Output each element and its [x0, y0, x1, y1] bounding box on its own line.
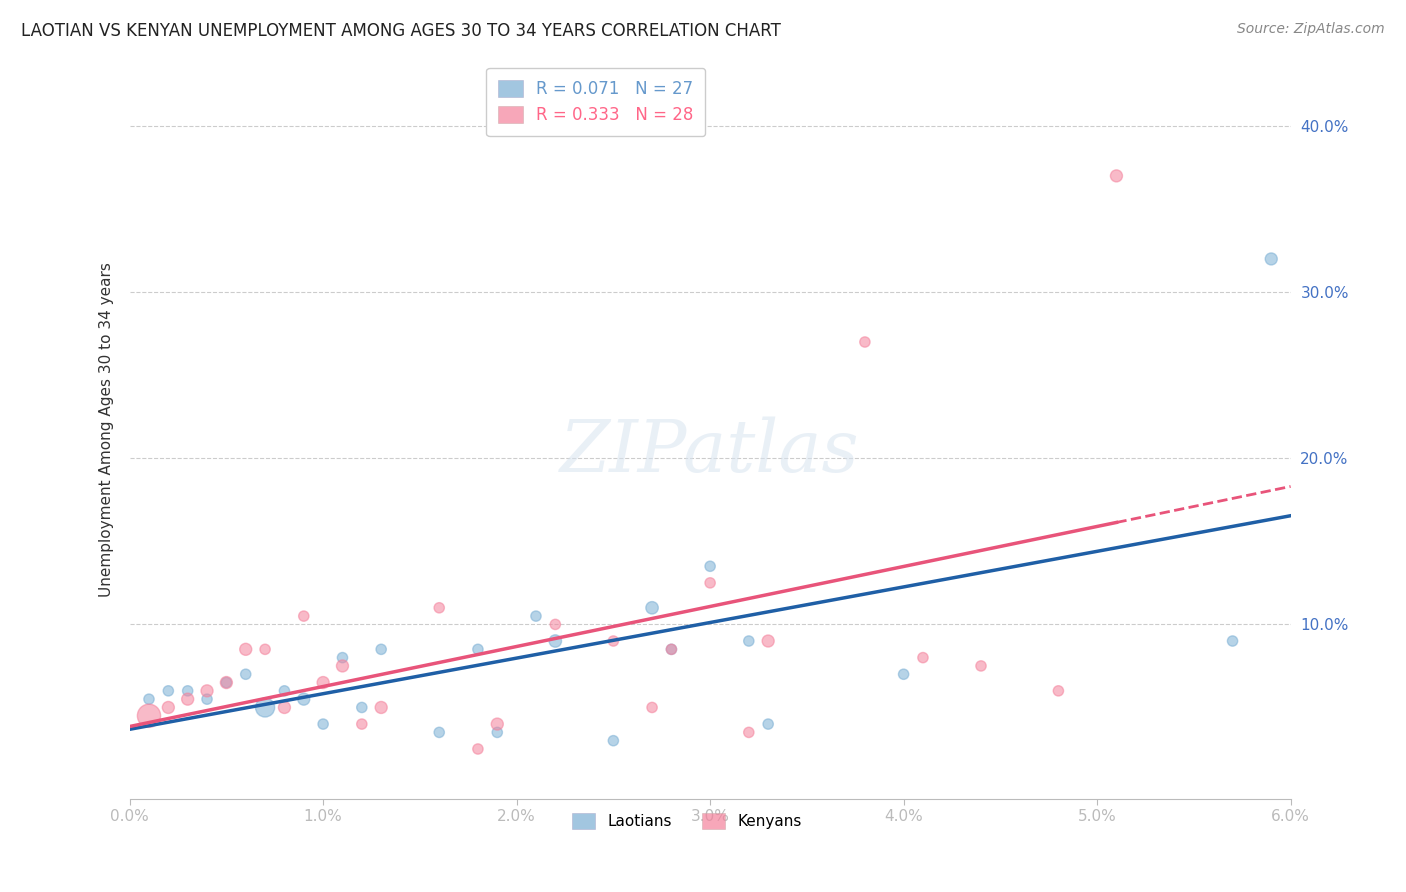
Point — [467, 742, 489, 756]
Point — [157, 700, 180, 714]
Point — [970, 659, 993, 673]
Point — [1105, 169, 1128, 183]
Y-axis label: Unemployment Among Ages 30 to 34 years: Unemployment Among Ages 30 to 34 years — [100, 261, 114, 597]
Point — [254, 700, 277, 714]
Point — [176, 692, 198, 706]
Point — [1260, 252, 1282, 266]
Point — [911, 650, 934, 665]
Text: LAOTIAN VS KENYAN UNEMPLOYMENT AMONG AGES 30 TO 34 YEARS CORRELATION CHART: LAOTIAN VS KENYAN UNEMPLOYMENT AMONG AGE… — [21, 22, 780, 40]
Point — [427, 600, 450, 615]
Point — [1222, 634, 1244, 648]
Point — [699, 575, 721, 590]
Point — [332, 659, 354, 673]
Point — [370, 700, 392, 714]
Point — [641, 600, 664, 615]
Point — [195, 683, 218, 698]
Point — [292, 609, 315, 624]
Point — [312, 675, 335, 690]
Point — [544, 617, 567, 632]
Point — [738, 634, 761, 648]
Point — [215, 675, 238, 690]
Point — [254, 642, 277, 657]
Point — [273, 700, 295, 714]
Point — [661, 642, 683, 657]
Point — [641, 700, 664, 714]
Point — [176, 683, 198, 698]
Point — [467, 642, 489, 657]
Point — [853, 334, 876, 349]
Point — [138, 692, 160, 706]
Point — [1047, 683, 1070, 698]
Legend: Laotians, Kenyans: Laotians, Kenyans — [567, 807, 808, 836]
Point — [350, 717, 373, 731]
Point — [235, 667, 257, 681]
Point — [602, 634, 624, 648]
Point — [661, 642, 683, 657]
Point — [602, 733, 624, 747]
Point — [273, 683, 295, 698]
Point — [756, 634, 779, 648]
Point — [370, 642, 392, 657]
Point — [486, 725, 509, 739]
Point — [756, 717, 779, 731]
Point — [738, 725, 761, 739]
Point — [138, 708, 160, 723]
Point — [524, 609, 547, 624]
Point — [292, 692, 315, 706]
Point — [350, 700, 373, 714]
Point — [332, 650, 354, 665]
Point — [157, 683, 180, 698]
Point — [312, 717, 335, 731]
Point — [235, 642, 257, 657]
Text: Source: ZipAtlas.com: Source: ZipAtlas.com — [1237, 22, 1385, 37]
Text: ZIPatlas: ZIPatlas — [561, 417, 860, 487]
Point — [699, 559, 721, 574]
Point — [544, 634, 567, 648]
Point — [486, 717, 509, 731]
Point — [215, 675, 238, 690]
Point — [195, 692, 218, 706]
Point — [427, 725, 450, 739]
Point — [893, 667, 915, 681]
